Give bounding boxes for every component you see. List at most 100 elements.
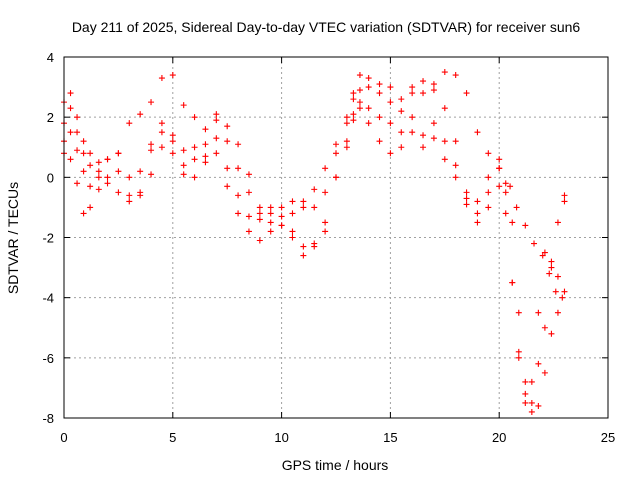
data-point	[148, 147, 155, 154]
y-tick-label: 0	[47, 170, 54, 185]
y-tick-label: -4	[42, 291, 54, 306]
data-point	[80, 150, 87, 157]
data-point	[104, 174, 111, 181]
data-point	[502, 210, 509, 217]
data-point	[409, 129, 416, 136]
data-point	[365, 84, 372, 91]
data-point	[343, 114, 350, 121]
data-point	[398, 96, 405, 103]
data-point	[522, 399, 529, 406]
data-point	[322, 165, 329, 172]
data-point	[528, 378, 535, 385]
data-point	[80, 168, 87, 175]
x-tick-label: 10	[274, 430, 288, 445]
data-point	[441, 105, 448, 112]
data-point	[202, 153, 209, 160]
data-point	[322, 189, 329, 196]
data-point	[496, 183, 503, 190]
data-point	[365, 105, 372, 112]
x-axis-title: GPS time / hours	[282, 457, 389, 473]
data-point	[463, 195, 470, 202]
data-point	[485, 204, 492, 211]
data-point	[515, 348, 522, 355]
data-point	[420, 78, 427, 85]
data-point	[452, 138, 459, 145]
data-point	[180, 102, 187, 109]
data-point	[474, 129, 481, 136]
data-point	[245, 228, 252, 235]
data-point	[148, 171, 155, 178]
data-point	[158, 120, 165, 127]
y-tick-label: -2	[42, 231, 54, 246]
data-point	[561, 192, 568, 199]
data-point	[356, 105, 363, 112]
data-point	[554, 219, 561, 226]
data-point	[74, 114, 81, 121]
data-point	[289, 234, 296, 241]
data-point	[180, 171, 187, 178]
data-point	[80, 138, 87, 145]
data-point	[148, 141, 155, 148]
data-point	[278, 204, 285, 211]
data-point	[522, 390, 529, 397]
data-point	[531, 240, 538, 247]
data-point	[356, 72, 363, 79]
data-point	[256, 216, 263, 223]
data-point	[430, 87, 437, 94]
data-point	[387, 150, 394, 157]
data-point	[87, 162, 94, 169]
data-point	[126, 192, 133, 199]
data-point	[509, 279, 516, 286]
chart-title: Day 211 of 2025, Sidereal Day-to-day VTE…	[72, 19, 581, 35]
data-point	[311, 186, 318, 193]
data-point	[256, 237, 263, 244]
data-point	[376, 138, 383, 145]
data-point	[409, 84, 416, 91]
data-point	[95, 186, 102, 193]
data-point	[441, 156, 448, 163]
data-point	[485, 189, 492, 196]
data-point	[502, 180, 509, 187]
data-point	[474, 198, 481, 205]
data-point	[430, 81, 437, 88]
data-point	[202, 159, 209, 166]
data-point	[267, 228, 274, 235]
data-point	[224, 165, 231, 172]
data-point	[224, 183, 231, 190]
data-point	[267, 204, 274, 211]
data-point	[180, 147, 187, 154]
data-point	[365, 75, 372, 82]
data-point	[535, 402, 542, 409]
data-point	[548, 330, 555, 337]
data-point	[74, 129, 81, 136]
data-point	[350, 111, 357, 118]
x-tick-label: 5	[169, 430, 176, 445]
data-point	[213, 135, 220, 142]
data-point	[278, 222, 285, 229]
x-tick-labels: 0 5 10 15 20 25	[60, 430, 615, 445]
data-point	[191, 114, 198, 121]
data-point	[507, 183, 514, 190]
data-point	[256, 204, 263, 211]
data-point	[224, 123, 231, 130]
data-point	[398, 108, 405, 115]
data-point	[350, 117, 357, 124]
data-point	[333, 150, 339, 157]
data-point	[202, 126, 209, 133]
data-point	[548, 264, 555, 271]
data-point	[561, 198, 568, 205]
data-point	[80, 210, 87, 217]
data-point	[474, 219, 481, 226]
series-1	[61, 84, 568, 415]
data-point	[95, 159, 102, 166]
data-point	[541, 324, 548, 331]
data-point	[137, 192, 144, 199]
data-point	[180, 162, 187, 169]
data-point	[322, 228, 329, 235]
data-point	[87, 150, 94, 157]
data-point	[235, 192, 242, 199]
data-point	[463, 90, 470, 97]
data-point	[126, 198, 133, 205]
data-point	[87, 204, 94, 211]
